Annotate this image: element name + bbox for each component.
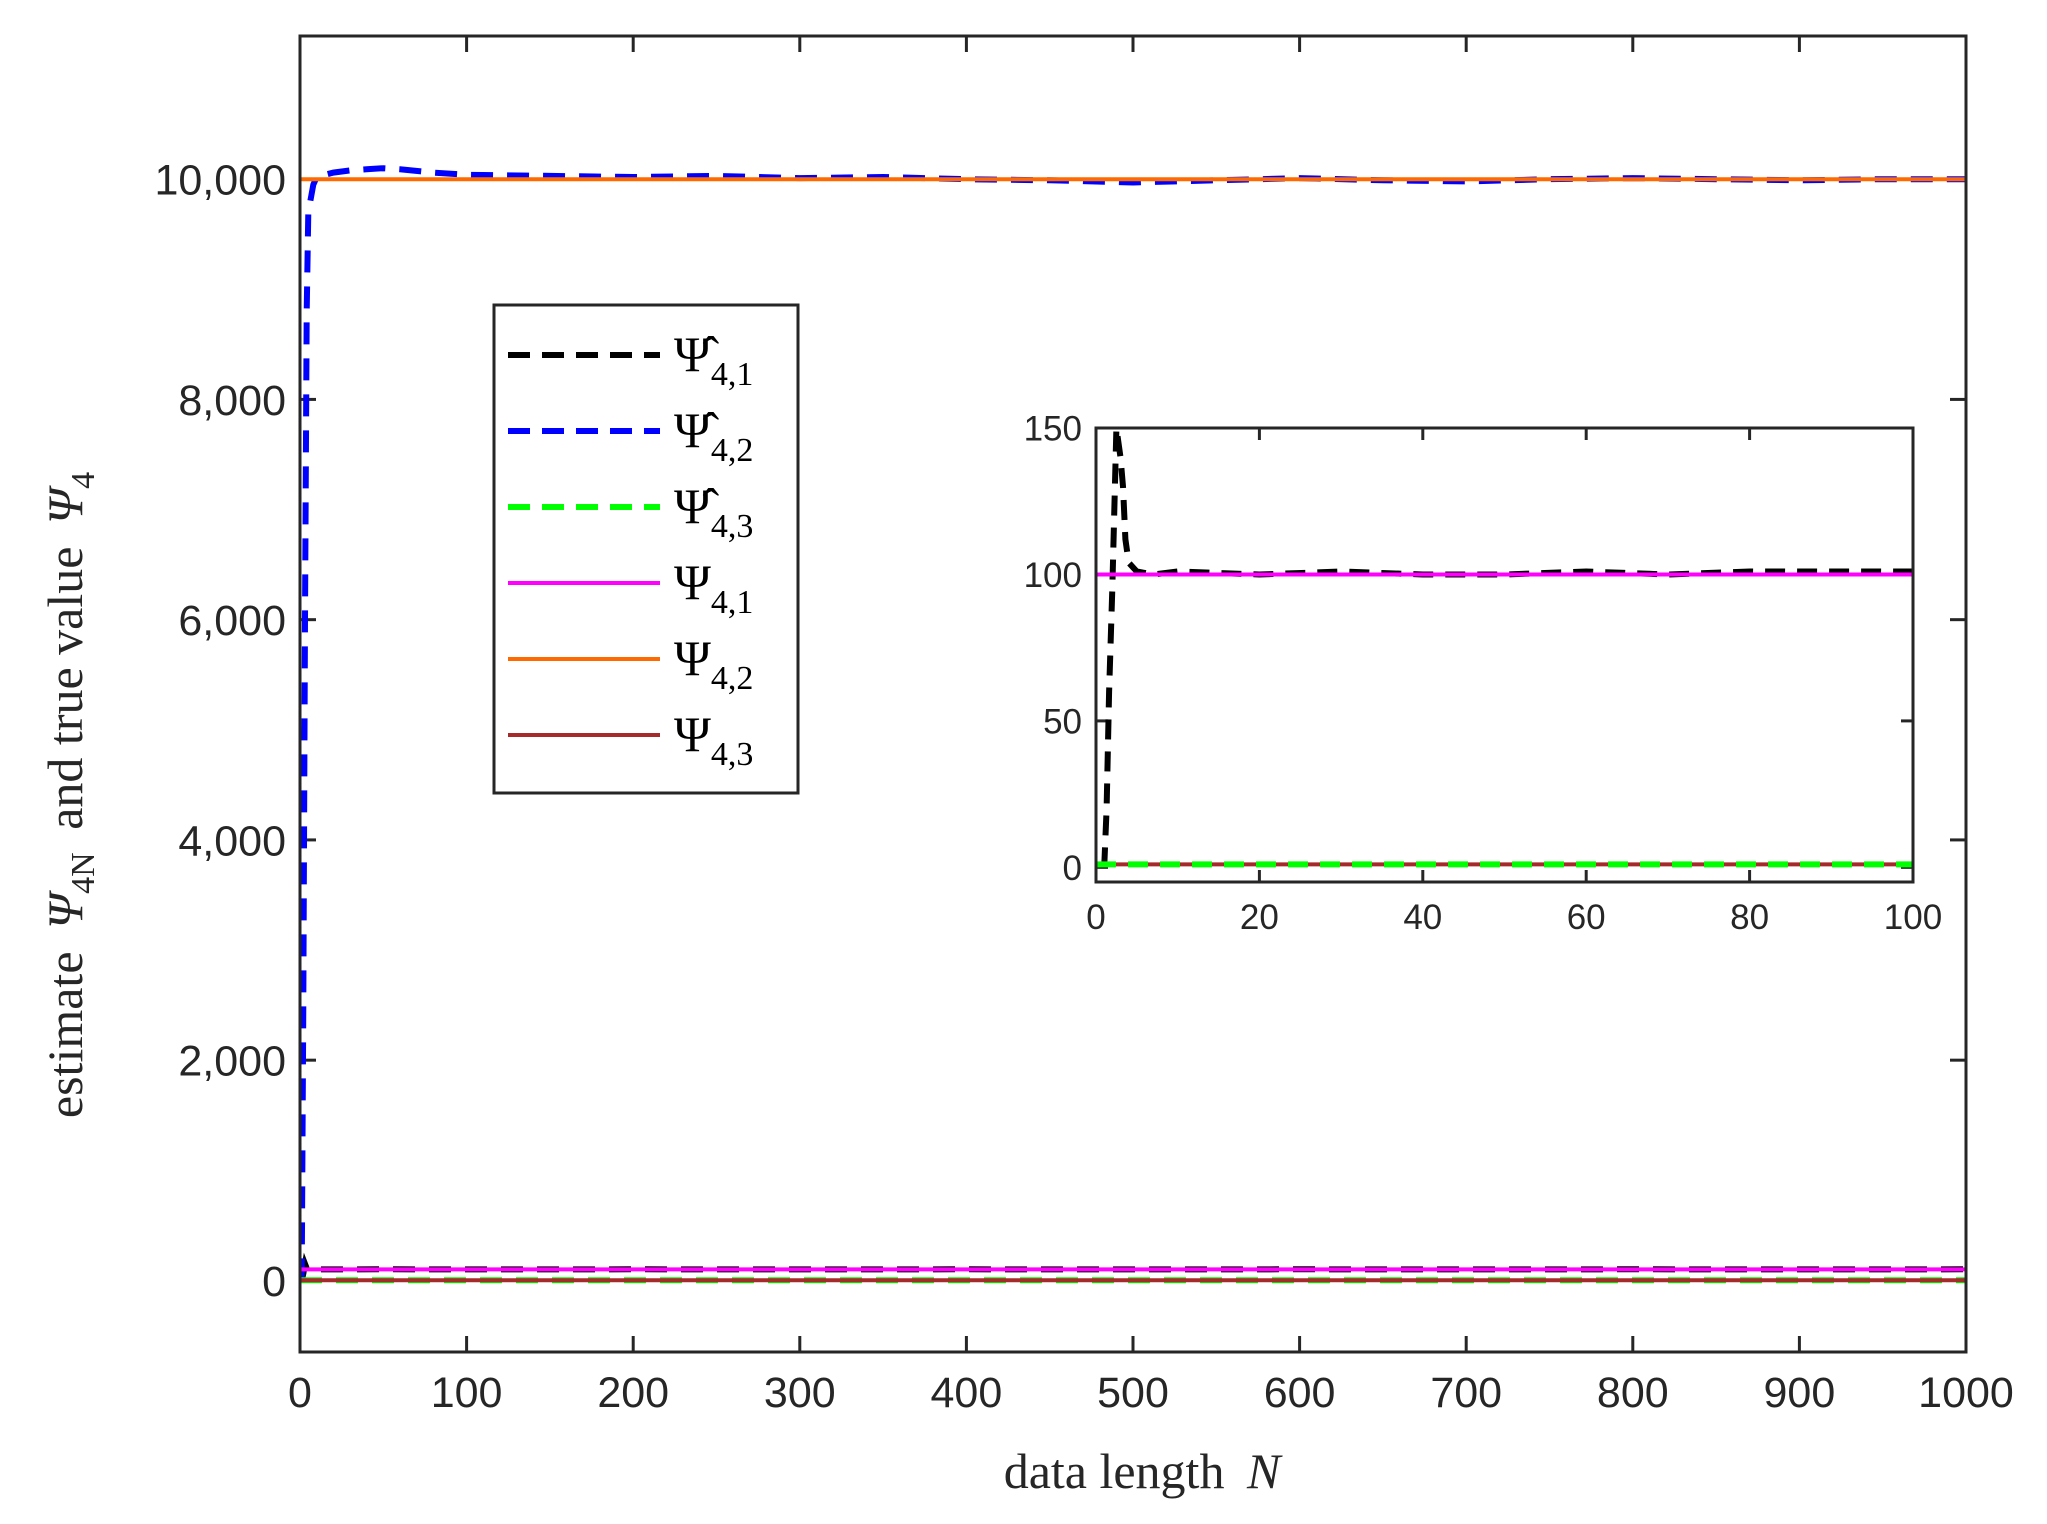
main-y-tick-label: 10,000: [154, 157, 286, 205]
x-axis-label-var: N: [1246, 1443, 1283, 1499]
main-y-tick-label: 0: [262, 1258, 286, 1306]
inset-tick-labels: 0 20 40 60 80 100 0 50 100 150: [1024, 410, 1943, 937]
inset-y-tick-label: 100: [1024, 556, 1082, 595]
inset-x-tick-label: 20: [1240, 898, 1279, 937]
main-x-tick-label: 1000: [1918, 1369, 2014, 1417]
legend-label-psi-4-2: Ψ4,2: [674, 630, 753, 697]
inset-x-tick-label: 100: [1884, 898, 1942, 937]
main-y-tick-label: 8,000: [178, 377, 286, 425]
legend-label-psi-4-1: Ψ4,1: [674, 554, 753, 621]
legend-box: [492, 303, 800, 795]
legend: Ψ̂4,1Ψ̂4,2Ψ̂4,3Ψ4,1Ψ4,2Ψ4,3: [492, 303, 800, 795]
main-y-tick-label: 6,000: [178, 597, 286, 645]
y-axis-label-text: estimate: [37, 951, 93, 1118]
inset-chart: 0 20 40 60 80 100 0 50 100 150: [1024, 410, 1943, 937]
inset-y-tick-label: 0: [1063, 849, 1082, 888]
y-axis-label: estimate Ψ4N and true value Ψ4: [37, 472, 105, 1118]
y-axis-label-mid: and true value: [37, 547, 93, 830]
inset-y-tick-label: 50: [1043, 703, 1082, 742]
inset-background: [1096, 428, 1913, 882]
main-x-tick-label: 600: [1264, 1369, 1336, 1417]
main-y-tick-label: 2,000: [178, 1038, 286, 1086]
y-axis-label-hat-sub: 4N: [65, 852, 102, 894]
inset-series-group: [1096, 428, 1913, 868]
main-x-tick-label: 800: [1597, 1369, 1669, 1417]
inset-x-tick-label: 60: [1567, 898, 1606, 937]
main-x-tick-label: 0: [288, 1369, 312, 1417]
main-x-tick-label: 100: [431, 1369, 503, 1417]
inset-y-tick-label: 150: [1024, 410, 1082, 449]
legend-label-psi-4-3: Ψ4,3: [674, 706, 753, 773]
main-plot-frame: [298, 34, 1968, 1354]
inset-x-tick-label: 0: [1086, 898, 1105, 937]
y-axis-label-hat-symbol: Ψ: [37, 890, 93, 929]
main-tick-labels: 0 100 200 300 400 500 600 700 800 900 100002,0004,…: [154, 157, 2013, 1417]
main-series-group: [300, 165, 1966, 1284]
y-axis-label-true-symbol: Ψ: [37, 485, 93, 524]
svg-text:estimate Ψ4N and t: estimate Ψ4N and true value Ψ4: [37, 472, 105, 1118]
main-x-tick-label: 400: [931, 1369, 1003, 1417]
main-x-tick-label: 300: [764, 1369, 836, 1417]
main-x-tick-label: 900: [1764, 1369, 1836, 1417]
inset-plot-frame: [1094, 426, 1915, 884]
inset-x-tick-label: 80: [1730, 898, 1769, 937]
main-x-tick-label: 200: [597, 1369, 669, 1417]
inset-x-tick-label: 40: [1403, 898, 1442, 937]
x-axis-label-text: data length: [1004, 1443, 1225, 1499]
main-x-tick-label: 500: [1097, 1369, 1169, 1417]
main-x-tick-label: 700: [1430, 1369, 1502, 1417]
y-axis-label-true-sub: 4: [65, 472, 102, 489]
x-axis-label: data length N: [1004, 1443, 1283, 1499]
main-y-tick-label: 4,000: [178, 817, 286, 865]
